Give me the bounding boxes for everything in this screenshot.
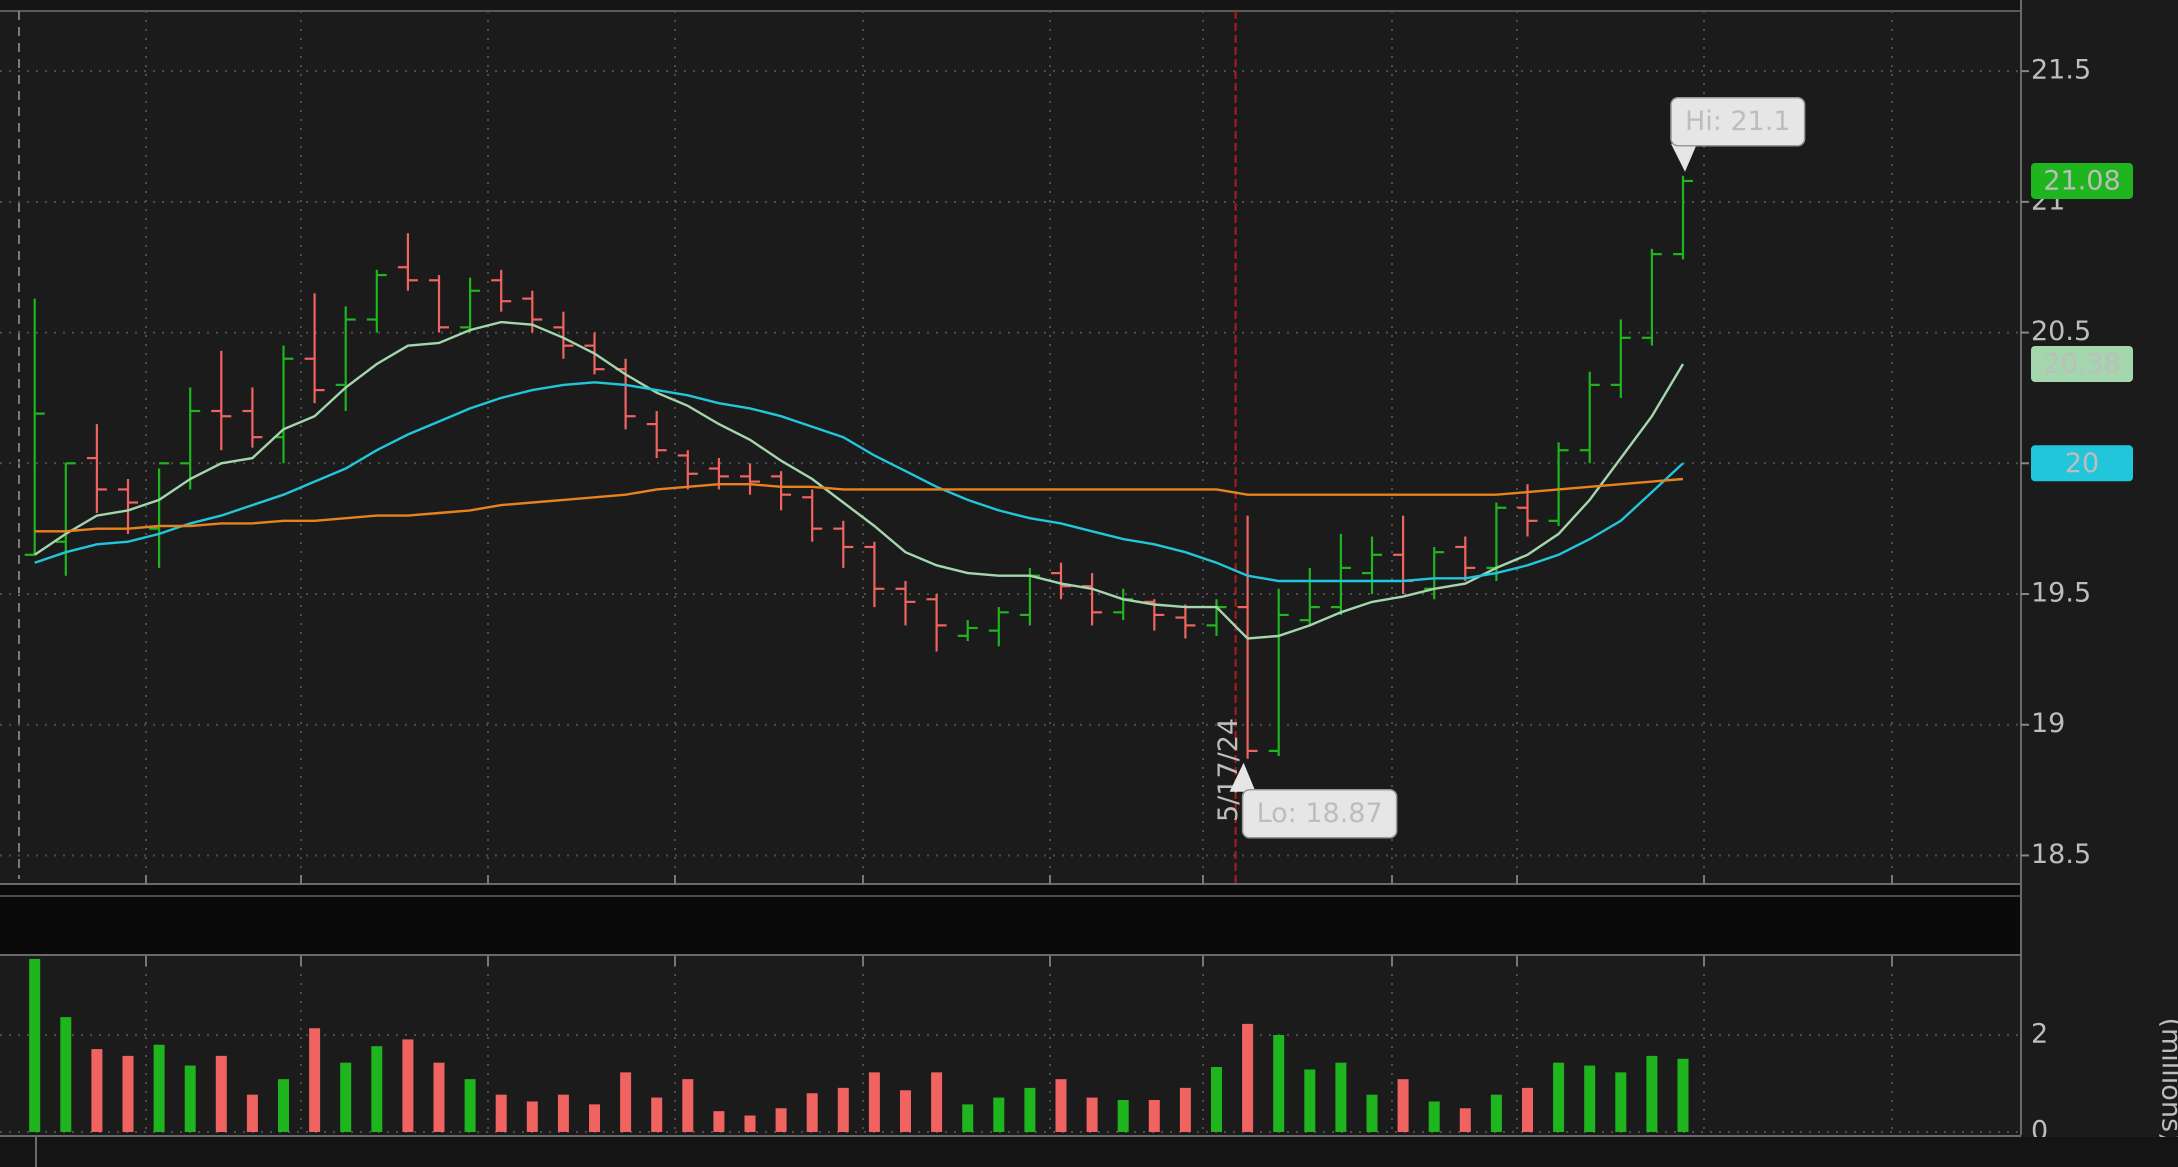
price-badge [2031, 445, 2133, 482]
volume-bar [806, 1093, 818, 1132]
volume-bar [682, 1079, 694, 1132]
y-tick-label: 19.5 [2031, 578, 2091, 609]
price-badge [2031, 345, 2133, 382]
volume-bar [775, 1108, 787, 1132]
volume-bar [837, 1087, 849, 1132]
volume-bar [744, 1115, 756, 1132]
price-badge-label: 20.38 [2043, 348, 2120, 379]
volume-bar [1397, 1079, 1409, 1132]
volume-bar [1584, 1065, 1596, 1132]
volume-bar [589, 1104, 600, 1132]
volume-bar [1615, 1072, 1627, 1132]
volume-bar [309, 1028, 321, 1132]
grid [0, 11, 2029, 1133]
volume-bar [246, 1094, 258, 1132]
volume-bar [900, 1090, 911, 1132]
volume-bar [931, 1072, 943, 1132]
volume-bar [433, 1062, 445, 1132]
volume-bar [371, 1046, 383, 1132]
volume-bar [1428, 1101, 1440, 1132]
volume-bar [1117, 1100, 1129, 1132]
volume-bar [1677, 1058, 1689, 1132]
price-badge-label: 21.08 [2043, 165, 2120, 196]
marks [24, 175, 1693, 1132]
y-tick-label: 2 [2031, 1019, 2048, 1050]
volume-bar [215, 1055, 227, 1132]
volume-bar [464, 1079, 476, 1132]
callout-label: Hi: 21.1 [1685, 106, 1791, 137]
volume-bar [1055, 1079, 1067, 1132]
volume-bar [91, 1049, 103, 1132]
callout-pointer [1229, 762, 1256, 792]
average-line [34, 381, 1684, 583]
price-badge-label: 20 [2065, 448, 2099, 479]
y-tick-label: 20.5 [2031, 316, 2091, 347]
volume-bar [122, 1055, 134, 1132]
volume-bar [1179, 1087, 1191, 1132]
volume-bar [1242, 1023, 1254, 1132]
volume-bar [1366, 1094, 1378, 1132]
volume-bar [153, 1044, 165, 1132]
volume-bar [620, 1072, 632, 1132]
volume-bar [1273, 1035, 1285, 1132]
volume-bar [1148, 1100, 1160, 1132]
volume-bar [526, 1101, 538, 1132]
volume-bar [402, 1039, 414, 1132]
y-tick-label: 21.5 [2031, 55, 2091, 86]
header-strip [0, 0, 2021, 11]
average-line [34, 477, 1684, 533]
volume-bar [557, 1094, 569, 1132]
volume-bar [29, 958, 41, 1132]
volume-bar [340, 1062, 352, 1132]
volume-bar [1490, 1094, 1502, 1132]
callout-box [1241, 788, 1398, 839]
volume-bar [1086, 1097, 1098, 1132]
bottom-strip [0, 1137, 2178, 1167]
volume-bar [651, 1097, 663, 1132]
price-badge [2031, 162, 2133, 199]
volume-bar [1553, 1062, 1565, 1132]
y-tick-label: 19 [2031, 708, 2065, 739]
volume-bar [868, 1072, 880, 1132]
callout-box [1670, 96, 1806, 147]
volume-bar [1211, 1067, 1222, 1132]
volume-bar [184, 1065, 196, 1132]
volume-bar [993, 1097, 1005, 1132]
volume-bar [1335, 1062, 1347, 1132]
y-tick-label: 18.5 [2031, 839, 2091, 870]
volume-bar [1304, 1069, 1316, 1132]
average-line [34, 320, 1685, 640]
volume-bar [713, 1111, 725, 1132]
volume-bar [962, 1104, 974, 1132]
volume-bar [278, 1079, 289, 1132]
y-axis-label: (millions) [2156, 1017, 2178, 1142]
volume-bar [1024, 1087, 1036, 1132]
volume-bar [60, 1017, 72, 1132]
overlays: 18.51919.52020.52121.502(millions)5/17/2… [0, 55, 2178, 1167]
volume-bar [495, 1094, 507, 1132]
date-marker-label: 5/17/24 [1213, 718, 1244, 822]
callout-pointer [1671, 143, 1697, 172]
callout-label: Lo: 18.87 [1257, 798, 1383, 829]
volume-bar [1646, 1055, 1658, 1132]
volume-bar [1522, 1087, 1533, 1132]
volume-bar [1459, 1108, 1471, 1132]
